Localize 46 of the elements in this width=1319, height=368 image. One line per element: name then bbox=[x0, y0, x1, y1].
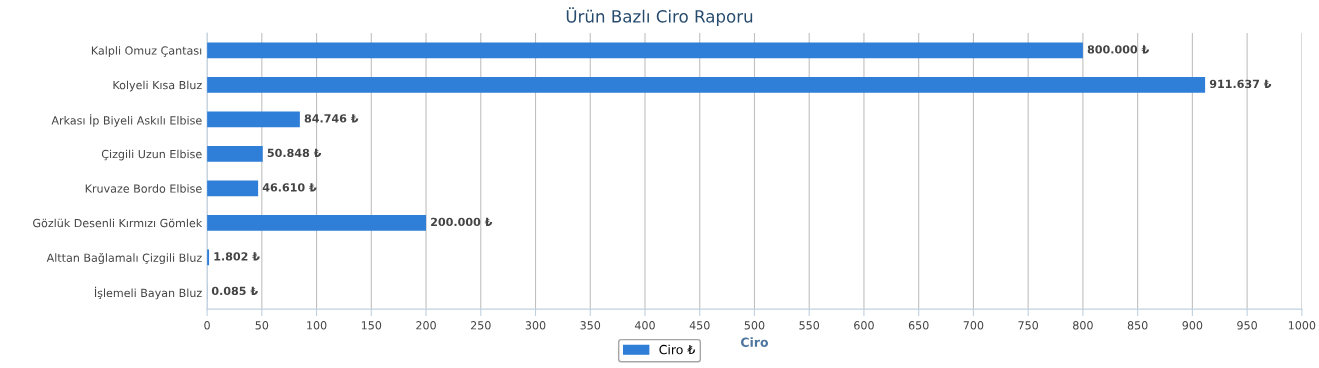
y-tick-label: İşlemeli Bayan Bluz bbox=[94, 286, 202, 300]
x-tick-label: 400 bbox=[634, 321, 655, 330]
x-tick-label: 950 bbox=[1237, 321, 1257, 330]
bar bbox=[207, 111, 300, 128]
x-tick-label: 850 bbox=[1127, 321, 1148, 330]
x-tick-label: 100 bbox=[307, 321, 327, 330]
y-tick-label: Kalpli Omuz Çantası bbox=[91, 46, 202, 57]
x-tick-label: 300 bbox=[525, 321, 546, 330]
y-tick-label: Çizgili Uzun Elbise bbox=[101, 149, 202, 161]
x-tick-label: 750 bbox=[1018, 321, 1039, 330]
x-axis-title: Ciro bbox=[740, 337, 769, 347]
legend-label: Ciro ₺ bbox=[659, 344, 695, 355]
y-tick-label: Arkası İp Biyeli Askılı Elbise bbox=[51, 114, 202, 127]
data-label: 0.085 ₺ bbox=[211, 286, 258, 296]
x-tick-label: 800 bbox=[1073, 321, 1093, 330]
x-tick-label: 900 bbox=[1182, 321, 1203, 330]
x-tick-label: 700 bbox=[963, 321, 984, 330]
x-tick-label: 600 bbox=[854, 321, 874, 330]
bar bbox=[207, 180, 259, 197]
bar bbox=[207, 77, 1206, 93]
data-label: 46.610 ₺ bbox=[262, 183, 317, 192]
data-label: 200.000 ₺ bbox=[431, 217, 493, 227]
y-tick-label: Gözlük Desenli Kırmızı Gömlek bbox=[33, 218, 203, 228]
y-tick-label: Kruvaze Bordo Elbise bbox=[85, 184, 202, 193]
data-label: 911.637 ₺ bbox=[1209, 79, 1272, 89]
x-tick-label: 500 bbox=[744, 321, 765, 330]
x-tick-label: 1000 bbox=[1288, 321, 1316, 330]
y-tick-label: Kolyeli Kısa Bluz bbox=[113, 80, 202, 92]
chart-title: Ürün Bazlı Ciro Raporu bbox=[566, 7, 753, 26]
x-tick-label: 650 bbox=[908, 321, 929, 330]
bar bbox=[207, 215, 427, 231]
x-tick-label: 150 bbox=[361, 321, 382, 330]
data-label: 800.000 ₺ bbox=[1087, 45, 1149, 54]
x-tick-label: 0 bbox=[204, 321, 210, 330]
x-tick-label: 250 bbox=[470, 321, 491, 330]
x-tick-label: 450 bbox=[689, 321, 710, 330]
x-tick-label: 200 bbox=[416, 321, 436, 330]
data-label: 50.848 ₺ bbox=[267, 148, 322, 158]
y-tick-label: Alttan Bağlamalı Çizgili Bluz bbox=[46, 253, 202, 265]
x-tick-label: 50 bbox=[255, 321, 269, 330]
data-label: 84.746 ₺ bbox=[304, 114, 359, 123]
data-label: 1.802 ₺ bbox=[214, 252, 260, 261]
x-tick-label: 550 bbox=[799, 321, 820, 330]
x-tick-label: 350 bbox=[580, 321, 601, 330]
bar bbox=[207, 42, 1083, 59]
bar bbox=[207, 146, 263, 162]
